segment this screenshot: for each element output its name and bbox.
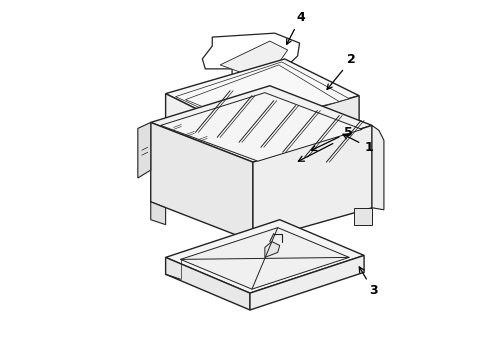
Polygon shape [206,165,215,179]
Polygon shape [138,122,151,178]
Polygon shape [268,146,276,158]
Polygon shape [260,146,268,158]
Polygon shape [180,228,349,289]
Polygon shape [250,255,364,310]
Polygon shape [205,185,211,199]
Polygon shape [185,65,339,125]
Polygon shape [220,41,288,73]
Polygon shape [184,129,196,142]
Polygon shape [286,143,303,157]
Polygon shape [166,257,250,310]
Circle shape [155,211,163,219]
Polygon shape [166,220,364,293]
Polygon shape [231,154,240,168]
Polygon shape [172,122,183,135]
Polygon shape [181,176,189,189]
Polygon shape [202,33,299,79]
Polygon shape [253,125,372,242]
Polygon shape [161,93,362,161]
Polygon shape [354,208,372,225]
Polygon shape [215,165,224,179]
Polygon shape [175,62,349,127]
Polygon shape [151,202,166,225]
Polygon shape [309,151,326,165]
Polygon shape [240,96,359,155]
Polygon shape [166,59,359,130]
Polygon shape [199,185,205,199]
Polygon shape [240,154,249,168]
Text: 1: 1 [343,134,373,154]
Text: 5: 5 [311,126,353,150]
Polygon shape [151,122,253,242]
Polygon shape [372,125,384,210]
Polygon shape [318,158,326,172]
Polygon shape [151,86,372,162]
Text: 2: 2 [327,53,356,89]
Polygon shape [231,147,249,161]
Polygon shape [206,158,224,172]
Polygon shape [181,170,196,182]
Text: 4: 4 [287,11,305,44]
Polygon shape [265,242,280,257]
Polygon shape [217,140,235,157]
Polygon shape [189,176,196,189]
Polygon shape [166,94,240,155]
Polygon shape [294,150,303,164]
Polygon shape [197,134,209,147]
Text: 3: 3 [359,267,378,297]
Polygon shape [309,158,318,172]
Polygon shape [286,150,294,164]
Circle shape [222,145,230,153]
Polygon shape [260,140,276,152]
Polygon shape [199,180,211,190]
